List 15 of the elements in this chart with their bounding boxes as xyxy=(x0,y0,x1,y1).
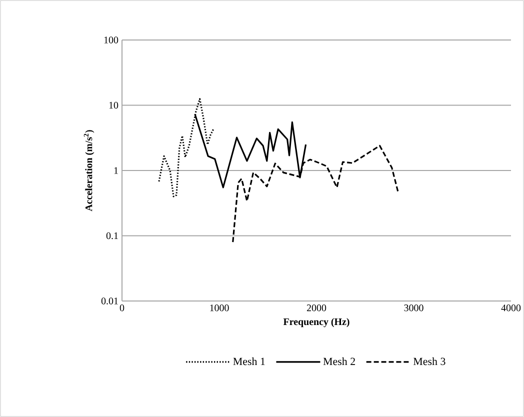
x-tick-label: 0 xyxy=(120,304,124,312)
legend-label: Mesh 2 xyxy=(323,357,355,366)
y-tick-label: 1 xyxy=(114,167,118,174)
x-axis-title: Frequency (Hz) xyxy=(283,318,350,328)
y-tick-label: 0.01 xyxy=(101,298,118,304)
y-tick-label: 100 xyxy=(104,36,118,44)
x-tick-label: 2000 xyxy=(306,304,326,312)
y-axis-title: Acceleration (m/s$^{2}$) xyxy=(84,130,94,212)
x-tick-label: 1000 xyxy=(210,304,229,312)
y-tick-label: 10 xyxy=(109,102,118,109)
legend-label: Mesh 3 xyxy=(413,357,446,366)
x-tick-label: 3000 xyxy=(404,304,424,312)
y-tick-label: 0.1 xyxy=(106,232,118,240)
x-tick-label: 4000 xyxy=(501,304,521,312)
legend-label: Mesh 1 xyxy=(233,357,265,366)
